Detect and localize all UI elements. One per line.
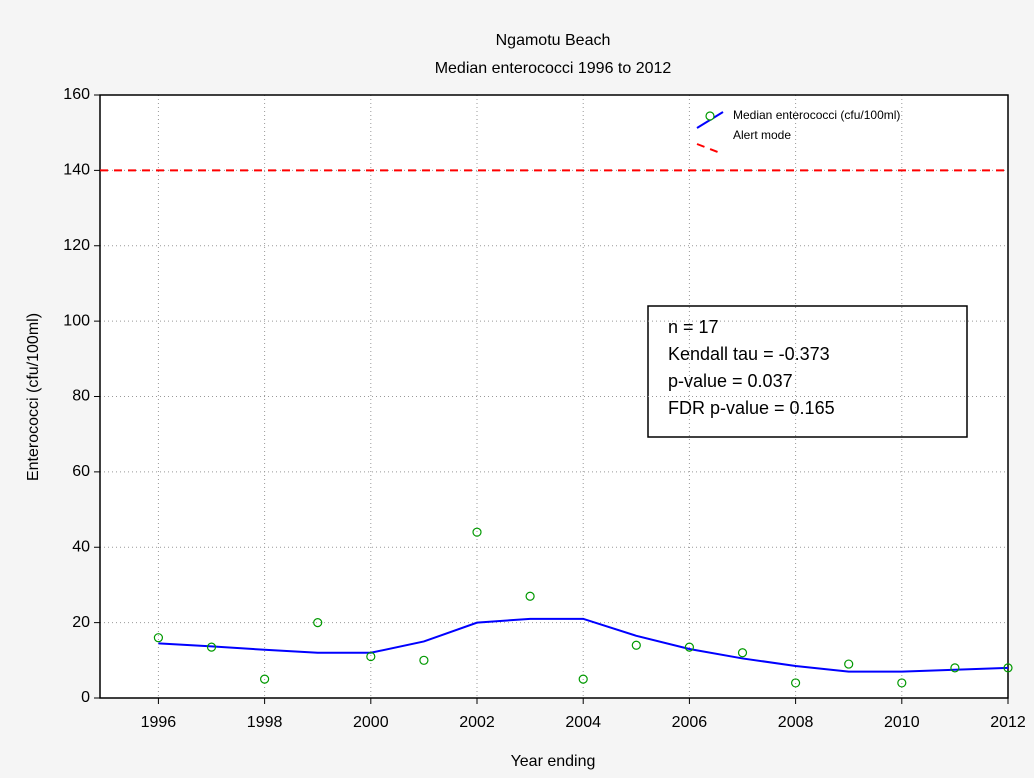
- data-point: [313, 618, 323, 628]
- data-point: [260, 674, 270, 684]
- y-tick-label: 60: [72, 463, 90, 480]
- x-tick-label: 2010: [884, 714, 920, 731]
- data-point: [525, 591, 535, 601]
- legend-label: Alert mode: [733, 128, 791, 142]
- trend-line: [158, 617, 1009, 673]
- stats-box: [647, 305, 968, 438]
- chart-title: Ngamotu Beach: [496, 32, 611, 49]
- chart-subtitle: Median enterococci 1996 to 2012: [435, 60, 672, 77]
- legend-label: Median enterococci (cfu/100ml): [733, 108, 900, 122]
- legend-marker: [705, 111, 715, 121]
- y-tick-label: 80: [72, 388, 90, 405]
- y-tick-label: 120: [63, 237, 90, 254]
- stats-text: n = 17: [668, 317, 719, 337]
- data-point: [366, 651, 376, 662]
- x-tick-label: 2008: [778, 714, 814, 731]
- data-point: [844, 659, 854, 669]
- x-tick-label: 2000: [353, 714, 389, 731]
- stats-text: p-value = 0.037: [668, 371, 793, 391]
- data-point: [1003, 663, 1013, 673]
- y-tick-label: 140: [63, 162, 90, 179]
- stats-text: FDR p-value = 0.165: [668, 398, 835, 418]
- data-point: [684, 642, 695, 652]
- y-tick-label: 40: [72, 538, 90, 555]
- x-tick-label: 2004: [565, 714, 601, 731]
- data-point: [631, 640, 641, 650]
- data-point: [578, 674, 588, 684]
- x-tick-label: 2002: [459, 714, 495, 731]
- data-point: [472, 527, 482, 537]
- y-axis-label: Enterococci (cfu/100ml): [25, 313, 42, 481]
- y-tick-label: 160: [63, 86, 90, 103]
- plot-frame: [99, 94, 1009, 699]
- stats-text: Kendall tau = -0.373: [668, 344, 830, 364]
- data-point: [206, 642, 217, 652]
- x-tick-label: 2012: [990, 714, 1026, 731]
- data-point: [791, 678, 801, 688]
- y-tick-label: 20: [72, 614, 90, 631]
- x-tick-label: 1998: [247, 714, 283, 731]
- data-point: [419, 655, 429, 665]
- data-point: [153, 633, 164, 643]
- y-tick-label: 100: [63, 312, 90, 329]
- y-tick-label: 0: [81, 689, 90, 706]
- x-tick-label: 2006: [672, 714, 708, 731]
- data-point: [950, 663, 960, 673]
- data-point: [737, 648, 748, 658]
- legend-line: [696, 143, 724, 155]
- data-point: [897, 678, 907, 688]
- x-tick-label: 1996: [141, 714, 177, 731]
- x-axis-label: Year ending: [511, 753, 596, 770]
